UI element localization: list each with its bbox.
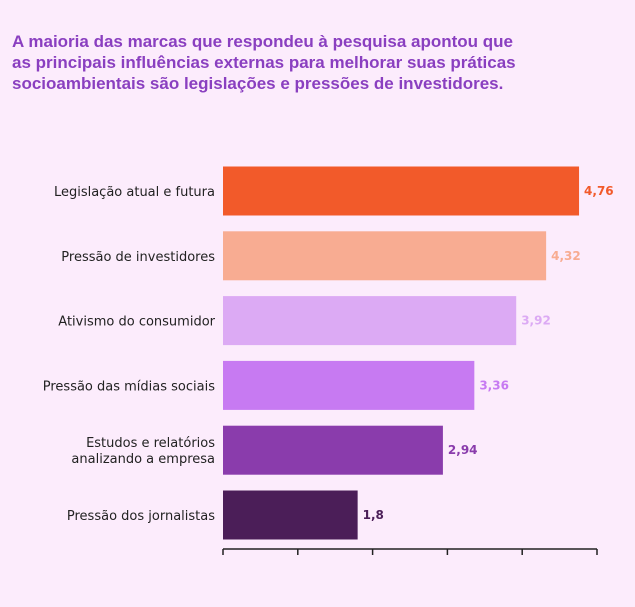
bar-value-label: 1,8 — [363, 508, 384, 522]
bar — [223, 166, 580, 216]
bar — [223, 490, 358, 540]
category-label: Pressão das mídias sociais — [43, 379, 215, 394]
bar — [223, 296, 517, 346]
chart-title: A maioria das marcas que respondeu à pes… — [12, 31, 612, 94]
category-label: Pressão de investidores — [61, 250, 215, 265]
bar-value-label: 3,36 — [479, 378, 509, 392]
bar-value-label: 2,94 — [448, 443, 478, 457]
bar — [223, 231, 547, 281]
chart-title-line: A maioria das marcas que respondeu à pes… — [12, 32, 514, 51]
bar — [223, 425, 443, 475]
chart-title-line: socioambientais são legislações e pressõ… — [12, 74, 504, 93]
bar-value-label: 4,32 — [551, 249, 581, 263]
category-label: Legislação atual e futura — [54, 185, 215, 200]
category-label: Ativismo do consumidor — [58, 315, 215, 330]
bar-value-label: 3,92 — [521, 314, 551, 328]
chart-title-line: as principais influências externas para … — [12, 53, 516, 72]
bar-value-label: 4,76 — [584, 184, 614, 198]
category-label: Pressão dos jornalistas — [67, 509, 215, 524]
bar — [223, 360, 475, 410]
category-label: Estudos e relatórios analizando a empresa — [71, 436, 215, 467]
